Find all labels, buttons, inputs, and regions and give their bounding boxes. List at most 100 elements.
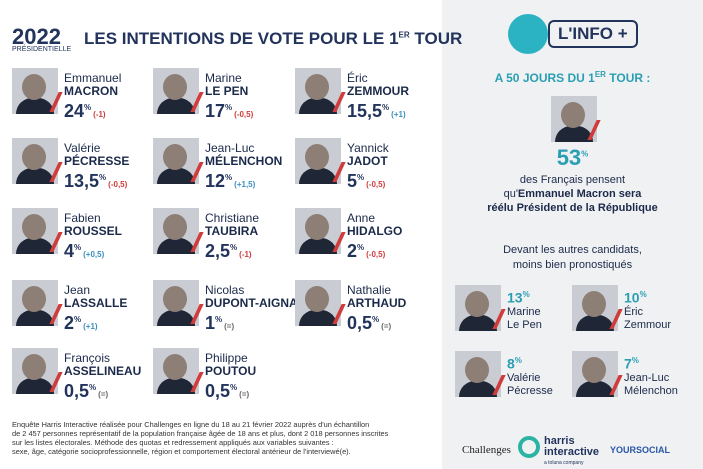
value: 15,5 (347, 101, 383, 121)
unit: % (225, 103, 233, 112)
vote-value: 0,5%(=) (64, 378, 141, 405)
macron-photo (551, 96, 597, 142)
candidate-photo (295, 138, 341, 184)
first-name: Anne (347, 211, 376, 225)
last-name: POUTOU (205, 364, 257, 378)
vote-value: 13,5%(-0,5) (64, 168, 129, 195)
unit: % (522, 290, 530, 299)
vote-value: 0,5%(=) (205, 378, 256, 405)
value: 13,5 (64, 171, 100, 191)
footer-line: de 2 457 personnes représentatif de la p… (12, 429, 389, 438)
vote-value: 2,5%(-1) (205, 238, 259, 265)
value: 12 (205, 171, 226, 191)
candidate-info: Jean-Luc MÉLENCHON 12%(+1,5) (205, 142, 282, 195)
change: (-1) (239, 250, 252, 259)
name: Marine (507, 305, 541, 318)
big-value: 53% (556, 145, 589, 170)
unit: % (357, 243, 365, 252)
name: Éric (624, 305, 643, 318)
candidate-photo (295, 68, 341, 114)
value: 2 (347, 241, 358, 261)
last-name: ARTHAUD (347, 296, 407, 310)
unit: % (89, 383, 97, 392)
other-info: 10% Éric Zemmour (624, 287, 671, 332)
first-name: Éric (347, 71, 368, 85)
logo-challenges: Challenges (462, 444, 511, 456)
other-info: 8% Valérie Pécresse (507, 353, 553, 398)
unit: % (74, 315, 82, 324)
first-name: Fabien (64, 211, 101, 225)
change: (-1) (93, 110, 106, 119)
harris-icon (518, 436, 540, 458)
logo-year: 2022 (12, 24, 61, 49)
candidate-photo (12, 138, 58, 184)
last-name: ROUSSEL (64, 224, 123, 238)
footer-line: sur les listes électorales. Méthode des … (12, 438, 334, 447)
candidate-photo (12, 348, 58, 394)
value: 0,5 (347, 313, 373, 333)
vote-value: 5%(-0,5) (347, 168, 389, 195)
first-name: Valérie (64, 141, 101, 155)
change: (+0,5) (83, 250, 105, 259)
unit: % (230, 383, 238, 392)
first-name: Jean-Luc (205, 141, 255, 155)
name: Mélenchon (624, 384, 678, 397)
value: 2 (64, 313, 75, 333)
candidate-photo (153, 138, 199, 184)
candidate-info: Valérie PÉCRESSE 13,5%(-0,5) (64, 142, 129, 195)
last-name: JADOT (347, 154, 388, 168)
candidate-photo (153, 208, 199, 254)
other-photo (572, 285, 618, 331)
change: (=) (239, 390, 250, 399)
candidate-info: Fabien ROUSSEL 4%(+0,5) (64, 212, 122, 265)
candidate-photo (153, 68, 199, 114)
candidate-info: Jean LASSALLE 2%(+1) (64, 284, 127, 337)
first-name: Philippe (205, 351, 248, 365)
others-title: Devant les autres candidats, moins bien p… (503, 244, 642, 271)
vote-value: 0,5%(=) (347, 310, 406, 337)
value: 8 (507, 355, 515, 372)
name: Valérie (507, 371, 541, 384)
last-name: LASSALLE (64, 296, 128, 310)
candidate-info: Nathalie ARTHAUD 0,5%(=) (347, 284, 406, 337)
candidate-info: Christiane TAUBIRA 2,5%(-1) (205, 212, 259, 265)
unit: % (357, 173, 365, 182)
first-name: Yannick (347, 141, 389, 155)
other-value: 8% (507, 353, 553, 372)
title: LES INTENTIONS DE VOTE POUR LE 1ER TOUR (84, 29, 463, 48)
change: (-0,5) (366, 250, 386, 259)
other-value: 13% (507, 287, 542, 306)
candidate-info: Yannick JADOT 5%(-0,5) (347, 142, 389, 195)
candidate-photo (12, 280, 58, 326)
value: 0,5 (64, 381, 90, 401)
vote-value: 17%(-0,5) (205, 98, 253, 125)
change: (=) (224, 322, 235, 331)
other-info: 7% Jean-Luc Mélenchon (624, 353, 678, 398)
unit: % (74, 243, 82, 252)
value: 13 (507, 289, 523, 306)
last-name: PÉCRESSE (64, 154, 130, 168)
candidate-photo (153, 348, 199, 394)
change: (+1,5) (234, 180, 256, 189)
last-name: MACRON (64, 84, 118, 98)
change: (-0,5) (108, 180, 128, 189)
last-name: ASSELINEAU (64, 364, 142, 378)
value: 4 (64, 241, 75, 261)
candidate-info: Marine LE PEN 17%(-0,5) (205, 72, 253, 125)
unit: % (99, 173, 107, 182)
candidate-info: Éric ZEMMOUR 15,5%(+1) (347, 72, 409, 125)
candidate-photo (295, 280, 341, 326)
candidate-photo (12, 208, 58, 254)
first-name: Nathalie (347, 283, 392, 297)
footer-text: Enquête Harris Interactive réalisée pour… (12, 420, 388, 456)
name: Le Pen (507, 318, 542, 331)
info-subtitle: A 50 JOURS DU 1ER TOUR : (494, 70, 651, 85)
logo-sub: PRÉSIDENTIELLE (12, 46, 72, 53)
candidate-info: Anne HIDALGO 2%(-0,5) (347, 212, 402, 265)
other-photo (455, 351, 501, 397)
last-name: HIDALGO (347, 224, 403, 238)
first-name: Jean (64, 283, 91, 297)
other-photo (572, 351, 618, 397)
unit: % (225, 173, 233, 182)
